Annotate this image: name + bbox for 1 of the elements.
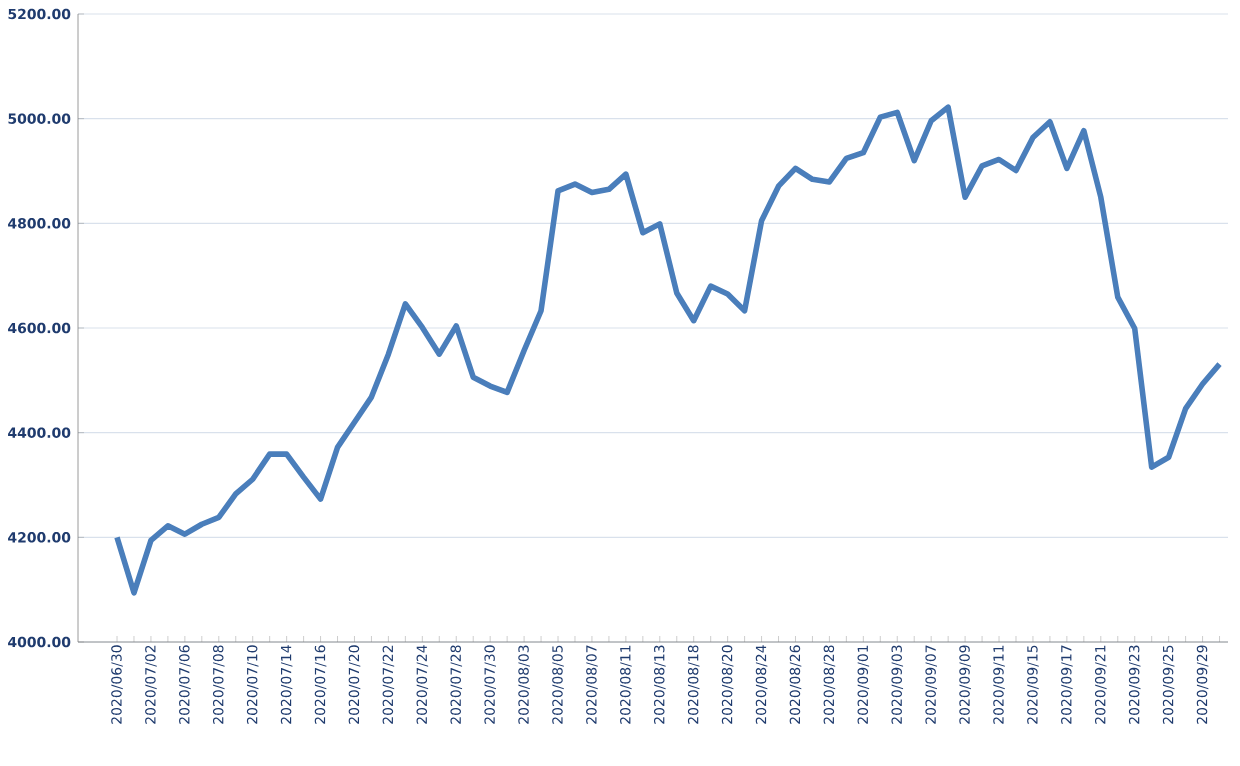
line-series <box>114 104 1223 596</box>
